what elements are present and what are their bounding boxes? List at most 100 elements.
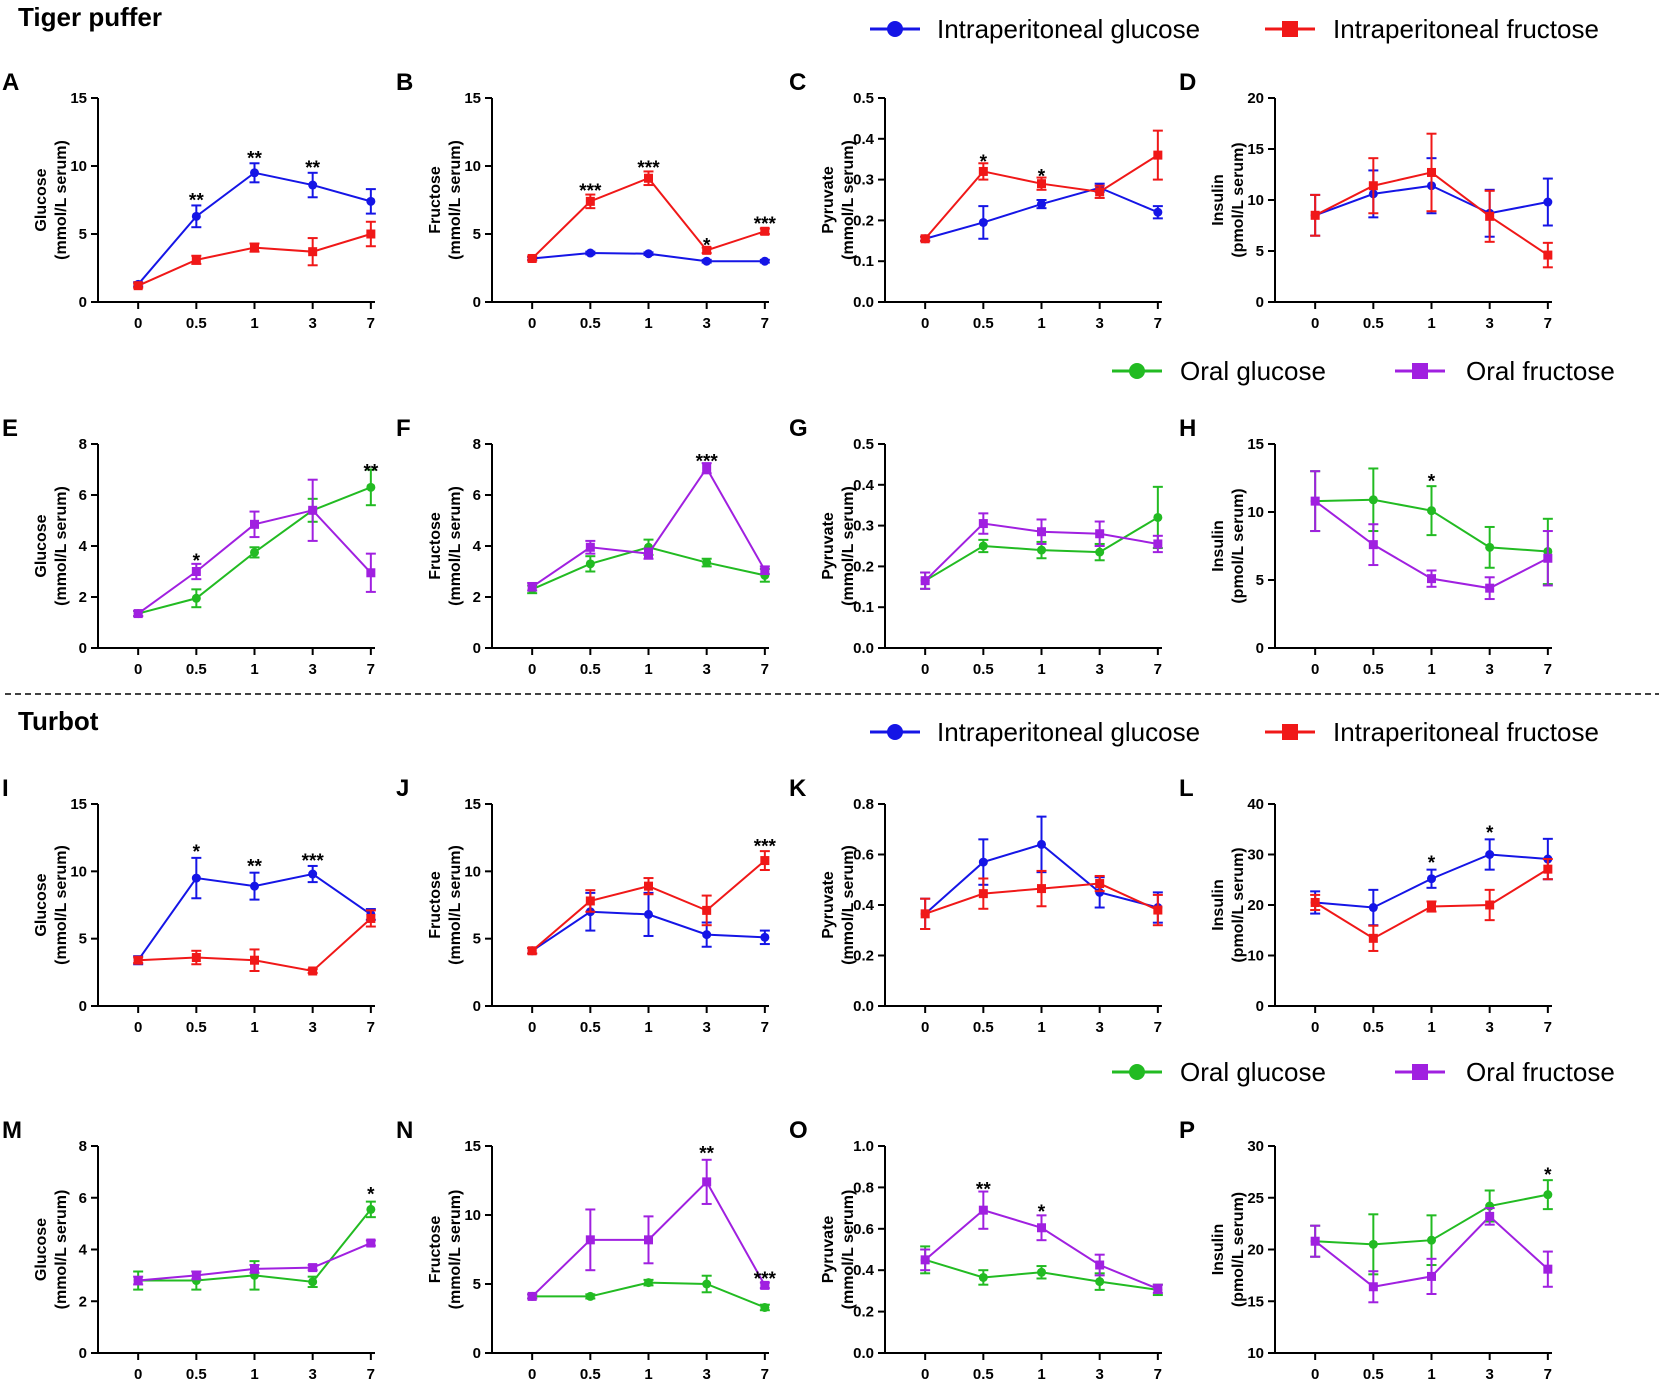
panel-letter-m: M xyxy=(2,1117,22,1144)
data-point-oral_fructose-g xyxy=(1153,539,1163,549)
data-point-ip_glucose-b xyxy=(644,249,654,259)
panel-letter-n: N xyxy=(396,1117,413,1144)
y-axis-label-n: Fructose (mmol/L serum) xyxy=(427,1190,464,1310)
y-tick-label-n: 10 xyxy=(464,1207,481,1224)
panel-letter-l: L xyxy=(1179,775,1194,802)
y-tick-label-b: 10 xyxy=(464,158,481,175)
y-axis-label-h: Insulin (pmol/L serum) xyxy=(1210,488,1247,603)
x-tick-label-i: 0.5 xyxy=(186,1019,207,1036)
data-point-ip_glucose-l xyxy=(1368,903,1378,913)
data-point-ip_fructose-b xyxy=(527,253,537,263)
x-tick-label-l: 1 xyxy=(1427,1019,1435,1036)
data-point-ip_fructose-c xyxy=(920,234,930,244)
x-tick-label-g: 1 xyxy=(1037,661,1045,678)
significance-marker-l: * xyxy=(1428,853,1436,874)
y-tick-label-e: 8 xyxy=(79,436,87,453)
y-tick-label-f: 2 xyxy=(473,589,481,606)
data-point-ip_fructose-i xyxy=(191,953,201,963)
y-axis-label-line-o: (mmol/L serum) xyxy=(840,1190,857,1310)
y-tick-label-g: 0.1 xyxy=(853,599,874,616)
y-tick-label-p: 15 xyxy=(1247,1293,1264,1310)
significance-marker-j: *** xyxy=(754,836,777,857)
y-axis-label-line-f: (mmol/L serum) xyxy=(447,486,464,606)
y-tick-label-o: 0.4 xyxy=(853,1262,875,1279)
data-point-oral_glucose-g xyxy=(1095,547,1105,557)
legend-label-ip-fructose-bottom: Intraperitoneal fructose xyxy=(1333,717,1599,747)
x-tick-label-f: 0.5 xyxy=(580,661,601,678)
data-point-oral_fructose-h xyxy=(1368,540,1378,550)
y-tick-label-c: 0.1 xyxy=(853,253,874,270)
data-point-oral_fructose-g xyxy=(1037,527,1047,537)
data-point-oral_glucose-h xyxy=(1485,542,1495,552)
x-tick-label-m: 3 xyxy=(309,1366,317,1379)
data-point-oral_fructose-p xyxy=(1368,1282,1378,1292)
data-point-ip_fructose-a xyxy=(366,229,376,239)
x-tick-label-b: 0.5 xyxy=(580,315,601,332)
data-point-oral_fructose-n xyxy=(644,1235,654,1245)
panel-letter-c: C xyxy=(789,69,806,96)
x-tick-label-j: 0 xyxy=(528,1019,536,1036)
x-tick-label-m: 0 xyxy=(134,1366,142,1379)
y-tick-label-d: 10 xyxy=(1247,192,1264,209)
data-point-ip_glucose-b xyxy=(702,256,712,266)
significance-marker-p: * xyxy=(1544,1165,1552,1186)
x-tick-label-e: 3 xyxy=(309,661,317,678)
data-point-oral_fructose-f xyxy=(702,463,712,473)
data-point-ip_fructose-k xyxy=(1095,879,1105,889)
y-axis-label-line-c: (mmol/L serum) xyxy=(840,140,857,260)
x-tick-label-j: 1 xyxy=(644,1019,652,1036)
significance-marker-b: *** xyxy=(637,158,660,179)
x-tick-label-p: 7 xyxy=(1544,1366,1552,1379)
x-tick-label-f: 7 xyxy=(761,661,769,678)
data-point-oral_fructose-p xyxy=(1427,1271,1437,1281)
data-point-ip_fructose-k xyxy=(920,909,930,919)
x-tick-label-e: 1 xyxy=(250,661,258,678)
y-axis-label-line-c: Pyruvate xyxy=(820,166,837,234)
significance-marker-a: ** xyxy=(247,148,262,169)
x-tick-label-b: 7 xyxy=(761,315,769,332)
legend-label-ip-glucose-top: Intraperitoneal glucose xyxy=(937,14,1200,44)
y-tick-label-f: 6 xyxy=(473,487,481,504)
y-axis-label-line-j: Fructose xyxy=(427,871,444,939)
data-point-oral_glucose-n xyxy=(702,1279,712,1289)
data-point-oral_glucose-n xyxy=(585,1291,595,1301)
y-tick-label-h: 0 xyxy=(1256,640,1264,657)
y-tick-label-c: 0.2 xyxy=(853,212,874,229)
y-axis-label-line-k: Pyruvate xyxy=(820,871,837,939)
data-point-ip_glucose-k xyxy=(1037,839,1047,849)
y-axis-label-i: Glucose (mmol/L serum) xyxy=(33,845,70,965)
y-tick-label-d: 0 xyxy=(1256,294,1264,311)
significance-marker-n: *** xyxy=(754,1269,777,1290)
significance-marker-c: * xyxy=(1038,167,1046,188)
y-tick-label-f: 0 xyxy=(473,640,481,657)
y-tick-label-k: 0.8 xyxy=(853,796,874,813)
data-point-ip_glucose-a xyxy=(250,168,260,178)
y-tick-label-k: 0.0 xyxy=(853,998,874,1015)
y-tick-label-m: 4 xyxy=(79,1242,88,1259)
y-tick-label-i: 15 xyxy=(70,796,87,813)
data-point-oral_glucose-g xyxy=(1037,545,1047,555)
data-point-ip_fructose-d xyxy=(1310,210,1320,220)
panel-letter-b: B xyxy=(396,69,413,96)
data-point-oral_fructose-o xyxy=(1095,1260,1105,1270)
x-tick-label-e: 7 xyxy=(367,661,375,678)
y-tick-label-j: 10 xyxy=(464,863,481,880)
y-tick-label-b: 15 xyxy=(464,90,481,107)
significance-marker-b: *** xyxy=(754,214,777,235)
y-tick-label-n: 15 xyxy=(464,1138,481,1155)
x-tick-label-a: 7 xyxy=(367,315,375,332)
x-tick-label-h: 0.5 xyxy=(1363,661,1384,678)
panel-l: L 0 10 20 30 40 0 0.5 1 3 7 Insulin (pmol/L serum) * * xyxy=(1179,775,1553,1036)
legend-oral-bottom: Oral glucose Oral fructose xyxy=(1112,1057,1615,1087)
data-point-ip_fructose-l xyxy=(1368,933,1378,943)
legend-label-ip-glucose-bottom: Intraperitoneal glucose xyxy=(937,717,1200,747)
data-point-oral_glucose-n xyxy=(760,1302,770,1312)
significance-marker-o: ** xyxy=(976,1179,991,1200)
x-tick-label-m: 0.5 xyxy=(186,1366,207,1379)
data-point-ip_glucose-d xyxy=(1543,197,1553,207)
data-point-ip_fructose-a xyxy=(250,243,260,253)
significance-marker-o: * xyxy=(1038,1202,1046,1223)
data-point-oral_glucose-o xyxy=(1095,1277,1105,1287)
y-axis-label-line-a: Glucose xyxy=(33,168,50,231)
